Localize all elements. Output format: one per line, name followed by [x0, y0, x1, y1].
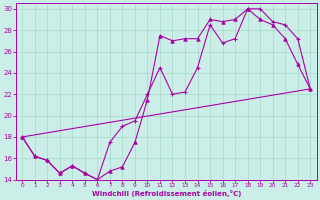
X-axis label: Windchill (Refroidissement éolien,°C): Windchill (Refroidissement éolien,°C)	[92, 190, 241, 197]
